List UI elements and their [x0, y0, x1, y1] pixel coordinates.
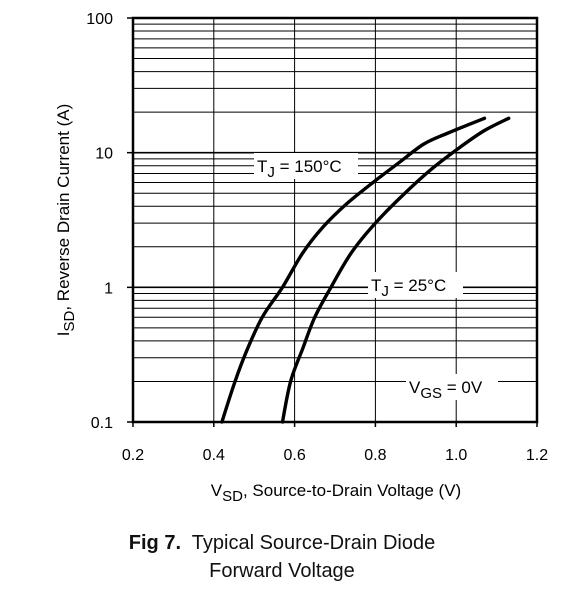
x-tick-label: 1.2	[526, 447, 548, 464]
x-tick-label: 0.8	[364, 447, 386, 464]
figure-label: Fig 7.	[128, 532, 182, 554]
x-tick-label: 0.6	[283, 447, 305, 464]
series-line-25c	[280, 116, 511, 424]
y-axis-title: ISD, Reverse Drain Current (A)	[54, 104, 78, 336]
series-label-25c: TJ = 25°C	[371, 276, 446, 300]
series-label-150c: TJ = 150°C	[257, 157, 342, 181]
y-tick-label: 100	[86, 11, 113, 28]
label-background	[254, 153, 358, 179]
label-background	[368, 272, 463, 298]
label-background	[406, 374, 498, 400]
ticks: 0.2 0.4 0.6 0.8 1.0 1.2 0.1 1 10 100	[86, 11, 548, 464]
x-tick-label: 1.0	[445, 447, 467, 464]
plot-frame	[131, 16, 539, 424]
curve-labels: TJ = 150°C TJ = 25°C VGS = 0V	[254, 153, 498, 402]
figure-caption-line-2: Forward Voltage	[209, 560, 355, 582]
x-axis-title: VSD, Source-to-Drain Voltage (V)	[211, 481, 461, 505]
series-line-150c	[220, 116, 487, 424]
y-tick-label: 1	[104, 280, 113, 297]
x-tick-label: 0.4	[203, 447, 225, 464]
y-tick-label: 10	[95, 146, 113, 163]
y-tick-label: 0.1	[91, 415, 113, 432]
grid	[133, 18, 537, 422]
chart: TJ = 150°C TJ = 25°C VGS = 0V 0.2 0.4 0.6 0.8…	[54, 11, 548, 505]
x-tick-label: 0.2	[122, 447, 144, 464]
figure-caption-line-1: Fig 7. Typical Source-Drain Diode	[0, 532, 564, 555]
axis-titles: VSD, Source-to-Drain Voltage (V) ISD, Rev…	[54, 104, 461, 505]
figure-title: Typical Source-Drain Diode	[191, 532, 436, 554]
vgs-annotation: VGS = 0V	[409, 378, 483, 402]
curves	[220, 116, 511, 424]
